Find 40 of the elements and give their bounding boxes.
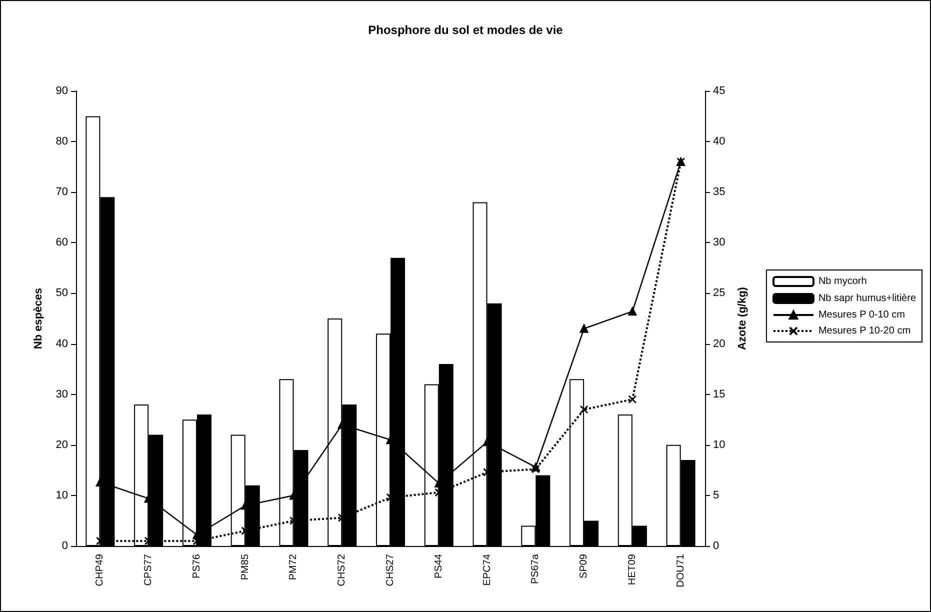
y-tick-label: 90 — [56, 85, 68, 97]
x-tick-label: CHS27 — [385, 554, 396, 586]
y2-axis-title: Azote (g/kg) — [736, 286, 748, 350]
legend-label: Nb mycorh — [818, 276, 867, 287]
y-axis-title: Nb espèces — [32, 288, 44, 350]
y-tick-label: 80 — [56, 136, 68, 148]
y-tick-label: 20 — [56, 438, 68, 451]
x-tick-label: CPS77 — [143, 554, 154, 586]
y2-tick-label: 35 — [713, 186, 726, 198]
y2-tick-label: 10 — [713, 438, 726, 451]
x-tick-label: PM72 — [288, 554, 300, 580]
x-tick-label: DOU71 — [675, 554, 686, 588]
y-tick-label: 10 — [56, 489, 68, 502]
y-tick-label: 30 — [56, 388, 68, 400]
y2-tick-label: 20 — [713, 338, 726, 350]
x-tick-label: PS67a — [530, 554, 542, 584]
y2-tick-label: 45 — [713, 85, 726, 97]
y-tick-label: 40 — [56, 338, 68, 350]
y2-tick-label: 0 — [713, 540, 720, 552]
legend-label: Nb sapr humus+litière — [818, 293, 916, 304]
x-tick-label: PS44 — [433, 554, 444, 578]
y-tick-label: 60 — [56, 236, 68, 249]
x-tick-label: CHS72 — [336, 554, 348, 586]
x-tick-label: HET09 — [626, 554, 638, 586]
y-tick-label: 50 — [56, 287, 68, 300]
x-tick-label: PS76 — [191, 554, 202, 578]
chart-title: Phosphore du sol et modes de vie — [368, 23, 564, 37]
legend-label: Mesures P 10-20 cm — [818, 326, 911, 336]
y2-tick-label: 15 — [713, 388, 726, 400]
y2-tick-label: 30 — [713, 236, 726, 249]
x-tick-label: SP09 — [578, 554, 590, 578]
y2-tick-label: 40 — [713, 136, 726, 148]
y2-tick-label: 5 — [713, 489, 720, 502]
y-tick-label: 0 — [62, 540, 68, 552]
x-tick-label: PM85 — [240, 554, 251, 580]
x-tick-label: EPC74 — [482, 554, 493, 586]
y2-tick-label: 25 — [713, 287, 726, 300]
y-tick-label: 70 — [56, 186, 68, 198]
x-tick-label: CHP49 — [94, 554, 106, 586]
legend-label: Mesures P 0-10 cm — [818, 310, 905, 320]
